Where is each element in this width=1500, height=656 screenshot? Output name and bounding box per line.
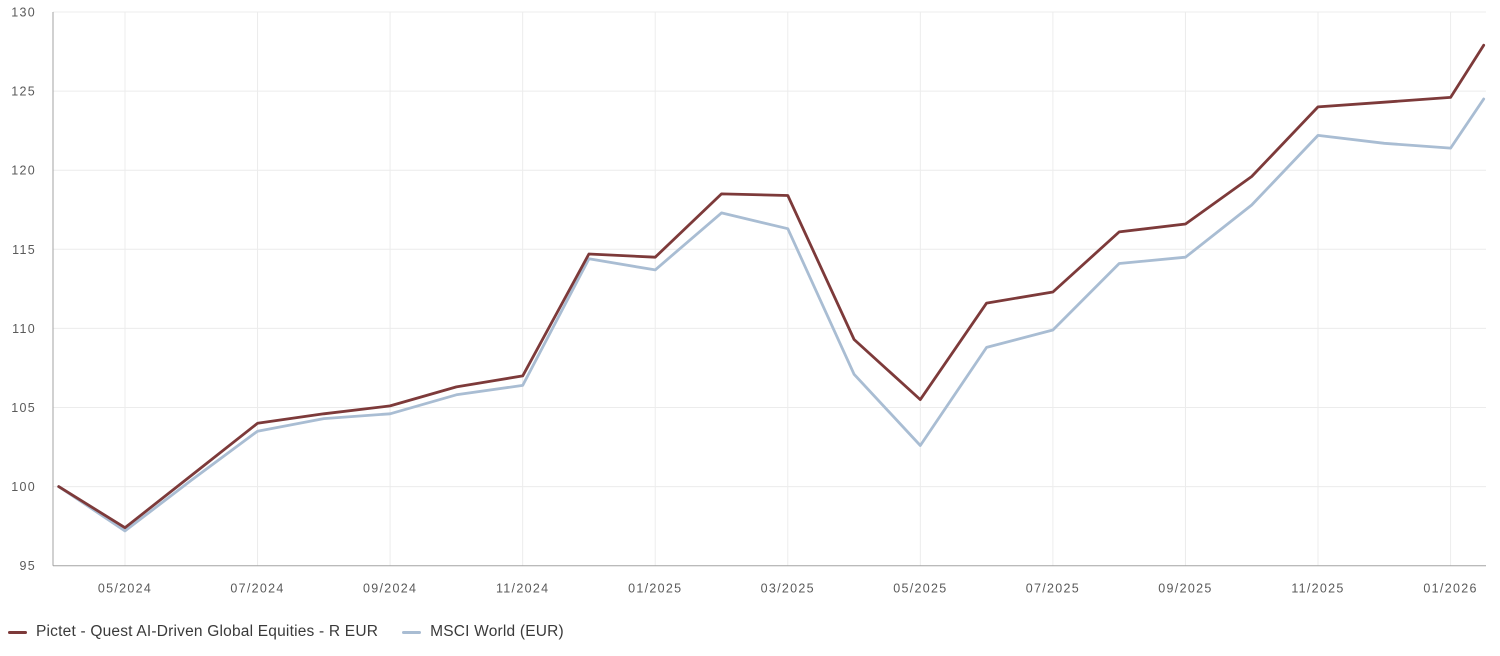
x-tick-label: 05/2024 (98, 582, 152, 596)
x-tick-label: 01/2025 (628, 582, 682, 596)
x-tick-label: 09/2025 (1158, 582, 1212, 596)
legend-line-swatch-msci (402, 630, 422, 634)
chart-plot-area: 95 100 105 110 115 120 125 130 05/2024 07/2024 09/… (11, 6, 1486, 596)
x-tick-label: 07/2024 (230, 582, 284, 596)
legend-line-swatch-pictet (8, 630, 27, 634)
x-tick-label: 09/2024 (363, 582, 417, 596)
legend-item-msci[interactable]: MSCI World (EUR) (402, 623, 564, 641)
y-tick-label: 120 (11, 164, 36, 178)
fund-performance-chart: 95 100 105 110 115 120 125 130 05/2024 07/2024 09/… (11, 6, 1486, 596)
legend-label-pictet: Pictet - Quest AI-Driven Global Equities… (36, 623, 379, 640)
x-tick-label: 11/2025 (1291, 582, 1344, 596)
y-tick-label: 110 (12, 322, 36, 336)
y-tick-label: 95 (19, 559, 36, 573)
series-line-msci (57, 97, 1486, 533)
y-tick-label: 100 (11, 480, 36, 494)
y-tick-label: 105 (11, 401, 36, 415)
x-tick-label: 07/2025 (1026, 582, 1080, 596)
x-tick-label: 11/2024 (496, 582, 549, 596)
y-tick-label: 125 (11, 85, 36, 99)
x-tick-label: 05/2025 (893, 582, 947, 596)
legend-item-pictet[interactable]: Pictet - Quest AI-Driven Global Equities… (8, 623, 378, 641)
x-tick-label: 03/2025 (761, 582, 815, 596)
legend-label-msci: MSCI World (EUR) (430, 623, 564, 640)
y-tick-label: 115 (12, 243, 36, 257)
chart-legend: Pictet - Quest AI-Driven Global Equities… (8, 620, 564, 644)
y-tick-label: 130 (11, 6, 36, 20)
series-line-pictet (57, 43, 1486, 530)
x-tick-label: 01/2026 (1423, 582, 1477, 596)
